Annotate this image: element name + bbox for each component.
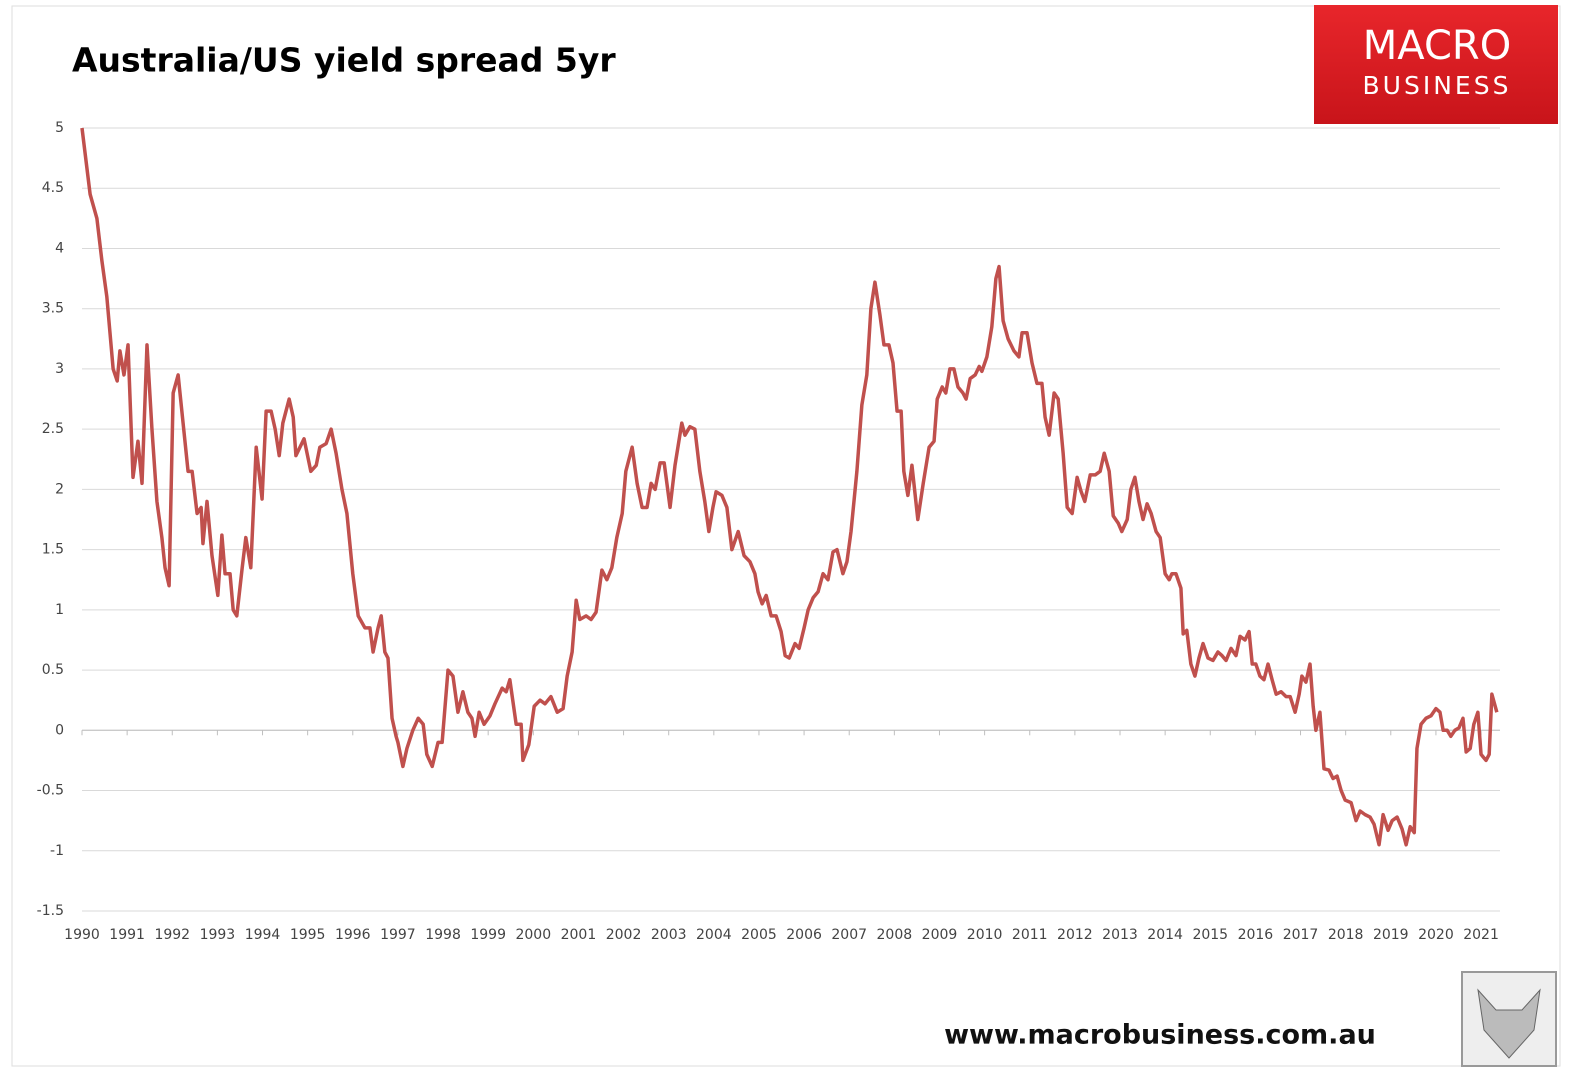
x-tick-label: 2000 xyxy=(515,927,551,943)
x-tick-label: 2017 xyxy=(1283,927,1319,943)
y-tick-label: 0.5 xyxy=(42,662,64,678)
x-tick-label: 1991 xyxy=(109,927,145,943)
x-tick-label: 1996 xyxy=(335,927,371,943)
y-tick-label: 1.5 xyxy=(42,542,64,558)
x-tick-label: 2020 xyxy=(1418,927,1454,943)
x-tick-label: 1999 xyxy=(470,927,506,943)
x-tick-label: 2013 xyxy=(1102,927,1138,943)
logo-line1: MACRO xyxy=(1363,23,1511,69)
footer-url: www.macrobusiness.com.au xyxy=(944,1020,1376,1051)
y-tick-label: 3.5 xyxy=(42,301,64,317)
page: Australia/US yield spread 5yr MACRO BUSI… xyxy=(0,0,1582,1072)
x-tick-label: 1998 xyxy=(425,927,461,943)
x-tick-label: 1994 xyxy=(245,927,281,943)
y-tick-label: 2.5 xyxy=(42,421,64,437)
x-tick-label: 2016 xyxy=(1238,927,1274,943)
x-tick-label: 2008 xyxy=(877,927,913,943)
x-tick-label: 2019 xyxy=(1373,927,1409,943)
x-tick-label: 2014 xyxy=(1147,927,1183,943)
y-tick-label: 0 xyxy=(55,722,64,738)
y-tick-label: 4 xyxy=(55,240,64,256)
x-tick-label: 2004 xyxy=(696,927,732,943)
chart-title: Australia/US yield spread 5yr xyxy=(72,41,616,80)
x-tick-label: 1995 xyxy=(290,927,326,943)
x-tick-label: 2001 xyxy=(561,927,597,943)
y-tick-label: 4.5 xyxy=(42,180,64,196)
x-tick-label: 1993 xyxy=(200,927,236,943)
x-tick-label: 2009 xyxy=(922,927,958,943)
x-tick-label: 2006 xyxy=(786,927,822,943)
x-tick-label: 2021 xyxy=(1463,927,1499,943)
y-tick-label: 5 xyxy=(55,120,64,136)
y-tick-label: 1 xyxy=(55,602,64,618)
logo-line2: BUSINESS xyxy=(1363,71,1512,100)
x-tick-label: 2018 xyxy=(1328,927,1364,943)
x-tick-label: 2005 xyxy=(741,927,777,943)
x-tick-label: 1997 xyxy=(380,927,416,943)
y-tick-label: 2 xyxy=(55,481,64,497)
x-tick-label: 2012 xyxy=(1057,927,1093,943)
chart: Australia/US yield spread 5yr MACRO BUSI… xyxy=(0,0,1582,1072)
x-tick-label: 1990 xyxy=(64,927,100,943)
y-tick-label: -1 xyxy=(50,843,64,859)
x-tick-label: 2011 xyxy=(1012,927,1048,943)
x-tick-label: 1992 xyxy=(154,927,190,943)
x-tick-label: 2015 xyxy=(1192,927,1228,943)
x-tick-label: 2002 xyxy=(606,927,642,943)
y-tick-label: 3 xyxy=(55,361,64,377)
y-tick-label: -0.5 xyxy=(37,783,64,799)
x-tick-label: 2003 xyxy=(651,927,687,943)
x-tick-label: 2007 xyxy=(831,927,867,943)
x-tick-label: 2010 xyxy=(967,927,1003,943)
y-tick-label: -1.5 xyxy=(37,903,64,919)
